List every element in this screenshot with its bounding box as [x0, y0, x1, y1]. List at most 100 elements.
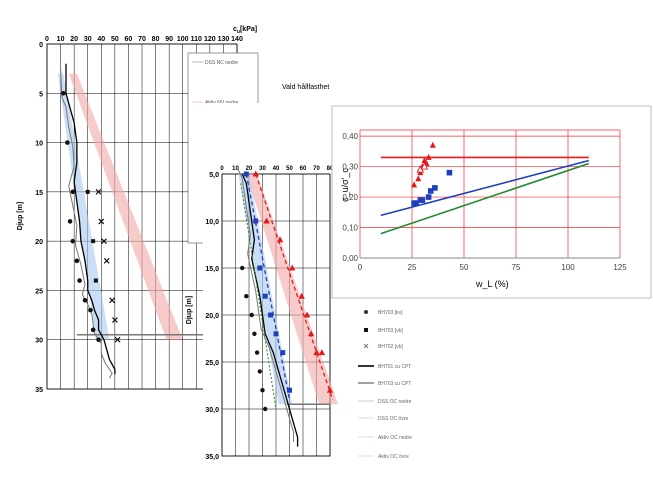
back-blue-band: [57, 73, 110, 340]
back-cross-point: [95, 188, 102, 195]
front-y-tick: 10,0: [205, 219, 219, 226]
back-y-tick: 5: [39, 91, 43, 98]
front-legend-swatch: [364, 328, 368, 332]
front-circle-point: [254, 350, 260, 355]
front-blue-dashed: [245, 173, 291, 400]
ratio-y-tick: 0,00: [342, 254, 358, 263]
ratio-y-tick: 0,30: [342, 163, 358, 172]
front-legend-label: Aktiv OC övre: [378, 454, 409, 460]
back-cpt-line: [65, 63, 116, 375]
ratio-triangle-point: [415, 175, 422, 182]
front-blue-band: [238, 174, 293, 405]
back-circle-point: [67, 219, 73, 224]
back-square-point: [85, 189, 90, 194]
front-square-point: [268, 312, 274, 318]
ratio-square-point: [432, 185, 438, 191]
front-x-tick: 30: [259, 166, 266, 172]
front-legend: BH703 [kv] BH703 [vb] BH702 [vb] BH701 cu C…: [358, 310, 412, 460]
front-circle-point: [260, 388, 265, 393]
back-circle-point: [82, 297, 88, 303]
front-x-tick: 80: [327, 166, 334, 172]
back-y-tick: 20: [35, 239, 43, 246]
back-x-tick: 20: [70, 36, 78, 43]
front-frame: [221, 173, 331, 457]
back-x-tick: 140: [231, 36, 243, 43]
ratio-y-tick: 0,40: [342, 132, 358, 141]
back-x-tick: 60: [125, 36, 133, 43]
front-legend-swatch: [363, 343, 369, 349]
ratio-triangle-point: [425, 153, 432, 160]
back-y-tick: 25: [35, 288, 43, 295]
ratio-y-tick: 0,10: [342, 224, 358, 233]
front-legend-label: DSS OC övre: [378, 416, 409, 422]
front-triangle-point: [289, 264, 296, 271]
back-x-tick: 30: [84, 36, 92, 43]
front-legend-label: BH703 [vb]: [378, 328, 403, 334]
back-circle-point: [70, 238, 76, 244]
front-cpt-line: [241, 173, 299, 447]
ratio-square-point: [419, 197, 426, 203]
back-x-tick: 80: [152, 36, 160, 43]
back-y-axis-label: Djup [m]: [17, 202, 24, 230]
back-y-tick: 35: [35, 387, 43, 394]
front-y-tick: 20,0: [205, 313, 219, 320]
back-cross-point: [103, 257, 110, 264]
back-circle-point: [65, 140, 70, 145]
back-circle-point: [74, 258, 80, 264]
front-triangle-point: [313, 349, 320, 356]
ratio-triangle-point: [411, 181, 418, 188]
back-y-tick: 10: [35, 141, 43, 148]
front-circle-point: [249, 312, 254, 318]
front-legend-label: BH703 cu CPT: [378, 381, 411, 387]
front-legend-swatch: [364, 310, 368, 314]
ratio-x-tick: 100: [561, 263, 575, 272]
back-cross-point: [101, 238, 107, 245]
ratio-line-blue: [380, 159, 590, 217]
back-pink-band: [68, 73, 183, 340]
front-legend-label: BH703 [kv]: [378, 310, 403, 316]
front-legend-label: DSS OC nedre: [378, 399, 412, 405]
front-cpt-line-2: [237, 169, 295, 442]
back-top-axis-label: cu[kPa]: [233, 26, 257, 35]
front-x-tick: 40: [273, 166, 280, 172]
front-red-dashed: [255, 173, 334, 400]
front-legend-label: BH701 cu CPT: [378, 364, 411, 370]
back-circle-point: [90, 327, 96, 333]
ratio-triangle-point: [429, 141, 436, 148]
front-y-tick: 30,0: [205, 407, 219, 414]
ratio-hollow-triangle-point: [420, 162, 429, 170]
back-circle-point: [60, 90, 66, 96]
front-triangle-point: [252, 170, 259, 177]
front-series: [237, 169, 334, 447]
front-triangle-point: [303, 311, 311, 318]
back-circle-point: [88, 307, 93, 313]
ratio-x-tick: 50: [460, 263, 469, 272]
front-circle-point: [257, 369, 262, 374]
ratio-line-green: [380, 162, 590, 235]
front-square-point: [253, 218, 259, 224]
back-cross-point: [111, 317, 118, 323]
back-series: [60, 63, 121, 379]
front-square-point: [243, 171, 249, 177]
front-tick-labels: 5,0 10,0 15,0 20,0 25,0 30,0 35,0 0 10 20 30 40 50 60…: [205, 166, 334, 461]
front-y-tick: 5,0: [209, 172, 219, 179]
ratio-chart: 0 25 50 75 100 125 0,00 0,10 0,20 0,30 0,40 w_L (%…: [331, 105, 652, 299]
front-title: Vald hållfasthet: [282, 83, 329, 91]
front-circle-point: [252, 331, 257, 336]
front-y-tick: 35,0: [205, 454, 219, 461]
front-triangle-point: [298, 292, 305, 299]
front-y-tick: 15,0: [205, 266, 219, 273]
front-x-tick: 50: [286, 166, 293, 172]
back-x-tick: 120: [204, 36, 216, 43]
back-x-tick: 110: [191, 36, 202, 43]
front-square-point: [280, 350, 286, 356]
front-x-tick: 0: [220, 166, 224, 172]
ratio-panel: [331, 105, 652, 299]
back-x-tick: 130: [218, 36, 230, 43]
ratio-y-tick: 0,20: [342, 193, 358, 202]
ratio-square-point: [425, 194, 432, 200]
front-triangle-point: [318, 349, 326, 356]
front-circle-point: [240, 265, 245, 271]
front-triangle-point: [263, 217, 270, 224]
